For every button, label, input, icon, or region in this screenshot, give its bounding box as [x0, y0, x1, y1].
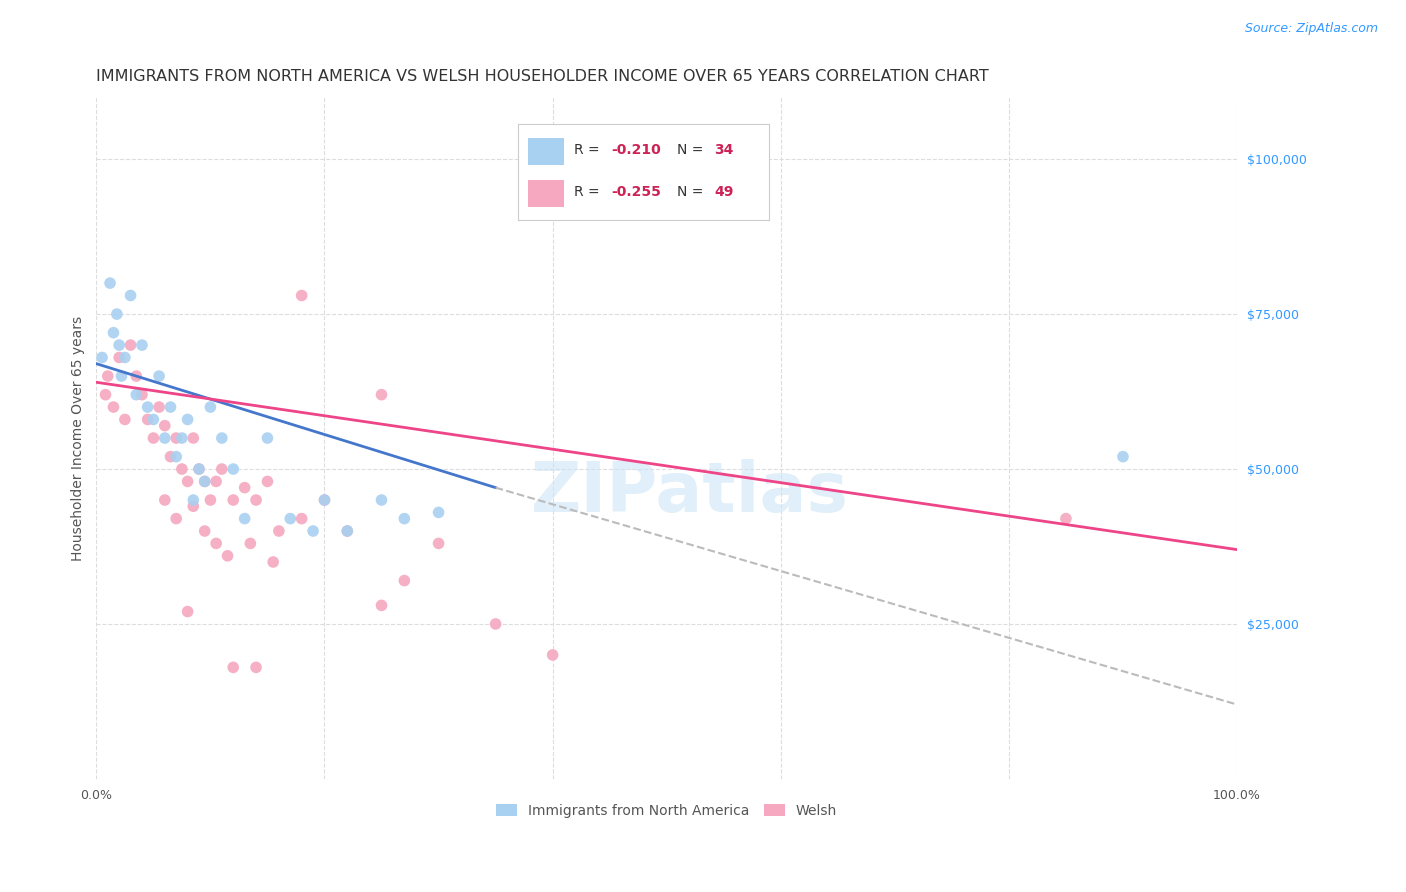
Point: [97, 369, 120, 384]
Point: [205, 536, 228, 550]
Point: [98, 276, 121, 290]
Point: [256, 431, 278, 445]
Point: [114, 351, 136, 365]
Text: ZIPatlas: ZIPatlas: [530, 459, 848, 526]
Point: [222, 462, 245, 476]
Point: [222, 493, 245, 508]
Point: [205, 475, 228, 489]
Point: [233, 511, 256, 525]
Point: [142, 431, 165, 445]
Point: [256, 475, 278, 489]
Point: [245, 493, 267, 508]
Point: [314, 493, 336, 508]
Point: [188, 462, 211, 476]
Point: [159, 400, 181, 414]
Point: [222, 660, 245, 674]
Point: [148, 369, 170, 384]
Point: [120, 288, 142, 302]
Point: [181, 431, 204, 445]
Point: [114, 412, 136, 426]
Point: [170, 431, 193, 445]
Point: [484, 617, 506, 632]
Y-axis label: Householder Income Over 65 years: Householder Income Over 65 years: [72, 316, 86, 560]
Point: [131, 338, 153, 352]
Point: [200, 400, 222, 414]
Point: [194, 475, 217, 489]
Point: [105, 307, 128, 321]
Point: [200, 493, 222, 508]
Point: [142, 412, 165, 426]
Point: [153, 431, 176, 445]
Point: [217, 549, 239, 563]
Point: [370, 493, 392, 508]
Point: [245, 660, 267, 674]
Point: [541, 648, 564, 662]
Point: [159, 450, 181, 464]
Point: [176, 412, 198, 426]
Point: [211, 462, 233, 476]
Point: [278, 511, 301, 525]
Point: [108, 351, 131, 365]
Point: [103, 326, 125, 340]
Point: [165, 511, 187, 525]
Point: [165, 431, 187, 445]
Point: [181, 500, 204, 514]
Point: [336, 524, 359, 538]
Point: [233, 481, 256, 495]
Point: [370, 599, 392, 613]
Point: [194, 475, 217, 489]
Legend: Immigrants from North America, Welsh: Immigrants from North America, Welsh: [491, 798, 842, 823]
Point: [153, 493, 176, 508]
Point: [302, 524, 325, 538]
Point: [170, 462, 193, 476]
Text: IMMIGRANTS FROM NORTH AMERICA VS WELSH HOUSEHOLDER INCOME OVER 65 YEARS CORRELAT: IMMIGRANTS FROM NORTH AMERICA VS WELSH H…: [97, 69, 988, 84]
Point: [188, 462, 211, 476]
Point: [262, 555, 284, 569]
Point: [125, 387, 148, 401]
Point: [136, 412, 159, 426]
Point: [131, 387, 153, 401]
Point: [91, 351, 114, 365]
Point: [1054, 511, 1077, 525]
Point: [148, 400, 170, 414]
Point: [314, 493, 336, 508]
Point: [267, 524, 290, 538]
Point: [165, 450, 187, 464]
Point: [211, 431, 233, 445]
Point: [427, 536, 450, 550]
Point: [394, 511, 416, 525]
Point: [394, 574, 416, 588]
Point: [176, 475, 198, 489]
Point: [136, 400, 159, 414]
Point: [103, 400, 125, 414]
Text: Source: ZipAtlas.com: Source: ZipAtlas.com: [1244, 22, 1378, 36]
Point: [94, 387, 117, 401]
Point: [291, 511, 314, 525]
Point: [1112, 450, 1135, 464]
Point: [239, 536, 262, 550]
Point: [291, 288, 314, 302]
Point: [110, 369, 132, 384]
Point: [125, 369, 148, 384]
Point: [181, 493, 204, 508]
Point: [153, 418, 176, 433]
Point: [336, 524, 359, 538]
Point: [370, 387, 392, 401]
Point: [120, 338, 142, 352]
Point: [108, 338, 131, 352]
Point: [176, 605, 198, 619]
Point: [194, 524, 217, 538]
Point: [427, 505, 450, 519]
